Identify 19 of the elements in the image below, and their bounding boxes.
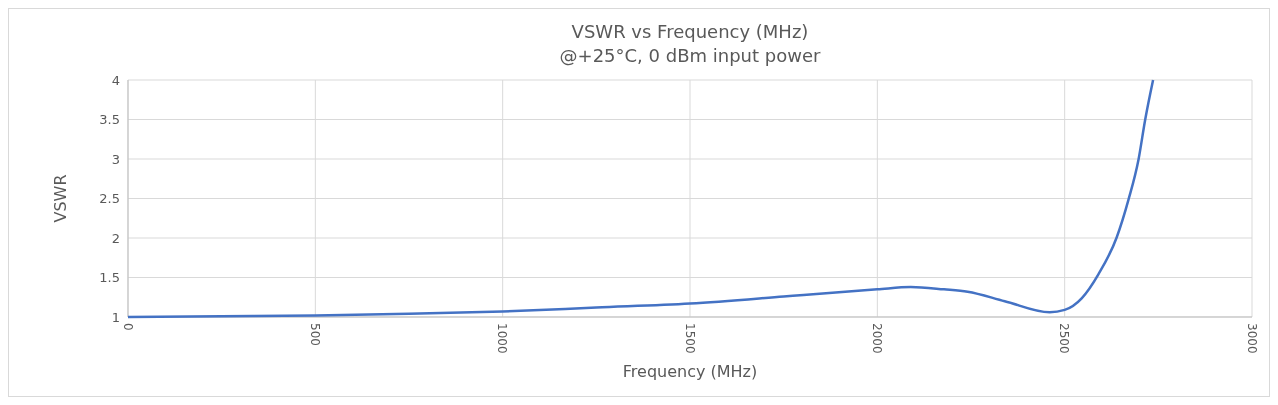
x-axis-title: Frequency (MHz) [622,362,758,381]
y-tick-label: 3.5 [99,112,120,128]
x-tick-label: 2000 [870,323,885,354]
y-tick-label: 4 [111,72,120,88]
chart-subtitle: @+25°C, 0 dBm input power [559,45,822,66]
x-tick-label: 500 [308,323,323,346]
x-tick-label: 3000 [1244,323,1259,354]
x-tick-label: 0 [120,323,135,331]
y-tick-label: 1.5 [99,270,120,286]
y-tick-label: 1 [111,309,120,325]
y-tick-label: 2.5 [99,191,120,207]
x-tick-label: 1500 [682,323,697,354]
y-tick-label: 3 [111,151,120,167]
y-tick-label: 2 [111,230,120,246]
y-axis-title: VSWR [51,174,70,223]
x-tick-label: 2500 [1057,323,1072,354]
line-series [126,78,1155,319]
chart-title: VSWR vs Frequency (MHz) [571,21,809,42]
x-tick-label: 1000 [495,323,510,354]
